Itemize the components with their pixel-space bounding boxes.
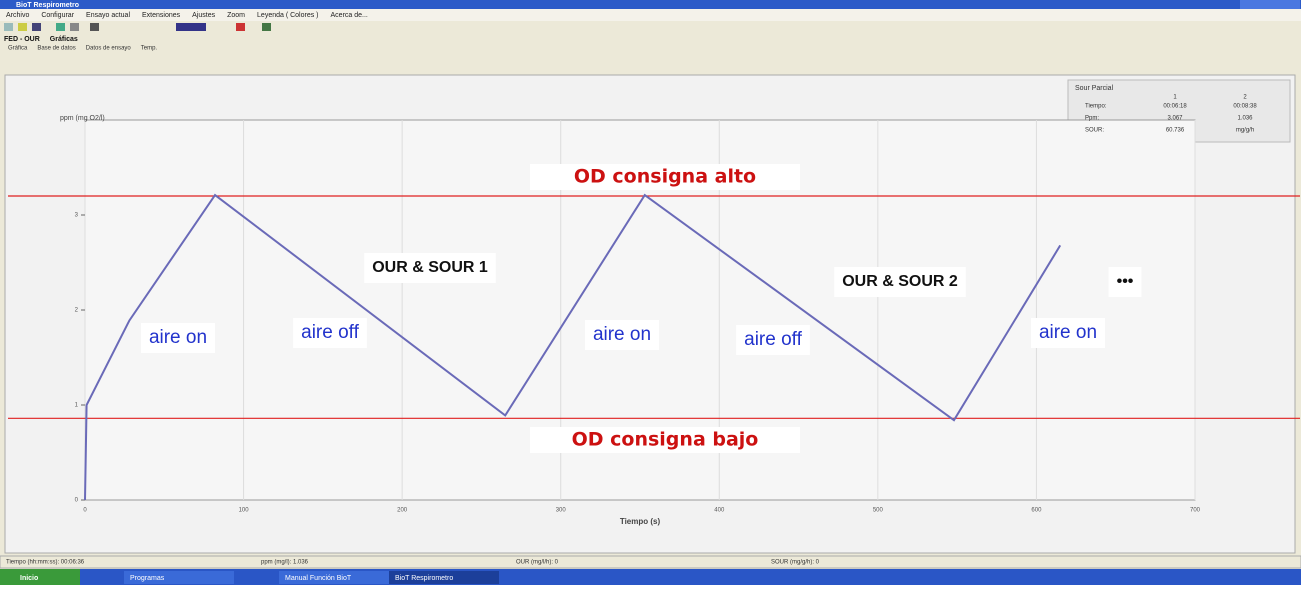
task-label[interactable]: Manual Función BioT	[285, 575, 352, 582]
icon[interactable]	[236, 23, 245, 31]
x-tick-label: 100	[239, 508, 250, 514]
annotation-bg	[364, 253, 496, 283]
annotation: •••	[1117, 273, 1134, 290]
annotation-bg	[1030, 318, 1106, 348]
annotation: OUR & SOUR 1	[372, 259, 488, 276]
icon[interactable]	[32, 23, 41, 31]
subtab[interactable]: Base de datos	[37, 46, 75, 52]
menu-item[interactable]: Configurar	[41, 12, 74, 19]
panel-cell: mg/g/h	[1236, 128, 1254, 134]
x-tick-label: 600	[1031, 508, 1042, 514]
reference-label: OD consigna bajo	[572, 429, 759, 451]
annotation: aire off	[301, 322, 359, 343]
annotation: aire off	[744, 329, 802, 350]
tab[interactable]: Gráficas	[50, 36, 78, 43]
x-tick-label: 200	[397, 508, 408, 514]
panel-column: 2	[1243, 95, 1247, 101]
start-button[interactable]	[0, 569, 80, 585]
annotation: aire on	[593, 324, 651, 345]
y-tick-label: 3	[75, 213, 79, 219]
status-bar	[0, 555, 1301, 569]
icon[interactable]	[90, 23, 99, 31]
title-bar	[0, 0, 1301, 9]
tab[interactable]: FED - OUR	[4, 36, 40, 43]
y-axis-label: ppm (mg O2/l)	[60, 115, 105, 122]
status-field: Tiempo (hh:mm:ss): 00:06:36	[6, 560, 85, 566]
menu-item[interactable]: Leyenda ( Colores )	[257, 12, 318, 19]
panel-cell: 00:08:38	[1233, 104, 1257, 110]
status-field: ppm (mg/l): 1.036	[261, 560, 309, 566]
panel-cell: 3.067	[1167, 116, 1183, 122]
task-button[interactable]	[279, 571, 389, 584]
subtab[interactable]: Gráfica	[8, 46, 28, 52]
reference-label-bg	[530, 164, 800, 190]
status-field: SOUR (mg/g/h): 0	[771, 560, 820, 566]
reference-label-bg	[530, 427, 800, 453]
menu-item[interactable]: Ensayo actual	[86, 12, 130, 19]
x-tick-label: 0	[83, 508, 87, 514]
annotation-bg	[584, 320, 660, 350]
task-label[interactable]: Inicio	[20, 575, 38, 582]
x-tick-label: 300	[556, 508, 567, 514]
annotation-bg	[1108, 267, 1142, 297]
task-label[interactable]: BioT Respirometro	[395, 575, 453, 582]
menu-bar	[0, 9, 1301, 21]
y-tick-label: 2	[75, 308, 79, 314]
annotation: OUR & SOUR 2	[842, 273, 958, 290]
task-button[interactable]	[124, 571, 234, 584]
icon[interactable]	[262, 23, 271, 31]
panel-cell: 00:06:18	[1163, 104, 1187, 110]
x-tick-label: 400	[714, 508, 725, 514]
icon[interactable]	[4, 23, 13, 31]
task-label[interactable]: Programas	[130, 575, 165, 582]
panel-column: 1	[1173, 95, 1177, 101]
menu-item[interactable]: Ajustes	[192, 12, 215, 19]
annotation-bg	[293, 318, 367, 348]
reference-label: OD consigna alto	[574, 166, 756, 188]
menu-item[interactable]: Extensiones	[142, 12, 181, 19]
menu-item[interactable]: Acerca de...	[331, 12, 368, 19]
icon[interactable]	[70, 23, 79, 31]
y-tick-label: 1	[75, 403, 79, 409]
window-buttons[interactable]	[1240, 0, 1300, 9]
x-tick-label: 700	[1190, 508, 1201, 514]
panel-cell: SOUR:	[1085, 128, 1104, 134]
subtab[interactable]: Temp.	[141, 46, 158, 52]
menu-item[interactable]: Zoom	[227, 12, 245, 19]
toolbar	[0, 21, 1301, 33]
annotation: aire on	[149, 327, 207, 348]
panel-title: Sour Parcial	[1075, 85, 1114, 92]
annotation-bg	[736, 325, 810, 355]
status-field: OUR (mg/l/h): 0	[516, 560, 559, 566]
task-button[interactable]	[389, 571, 499, 584]
annotation-bg	[140, 323, 216, 353]
panel-cell: 60.736	[1166, 128, 1185, 134]
x-axis-label: Tiempo (s)	[620, 517, 661, 526]
subtab[interactable]: Datos de ensayo	[86, 46, 132, 52]
panel-cell: 1.036	[1237, 116, 1253, 122]
annotation: aire on	[1039, 322, 1097, 343]
panel-cell: Ppm:	[1085, 116, 1099, 122]
y-tick-label: 0	[75, 498, 79, 504]
toolbar-icons[interactable]	[4, 23, 271, 31]
annotation-bg	[834, 267, 966, 297]
window-title: BioT Respirometro	[16, 2, 79, 9]
x-tick-label: 500	[873, 508, 884, 514]
icon[interactable]	[18, 23, 27, 31]
panel-cell: Tiempo:	[1085, 104, 1107, 110]
icon[interactable]	[56, 23, 65, 31]
menu-item[interactable]: Archivo	[6, 12, 29, 19]
data-line	[84, 193, 1062, 501]
icon[interactable]	[176, 23, 206, 31]
